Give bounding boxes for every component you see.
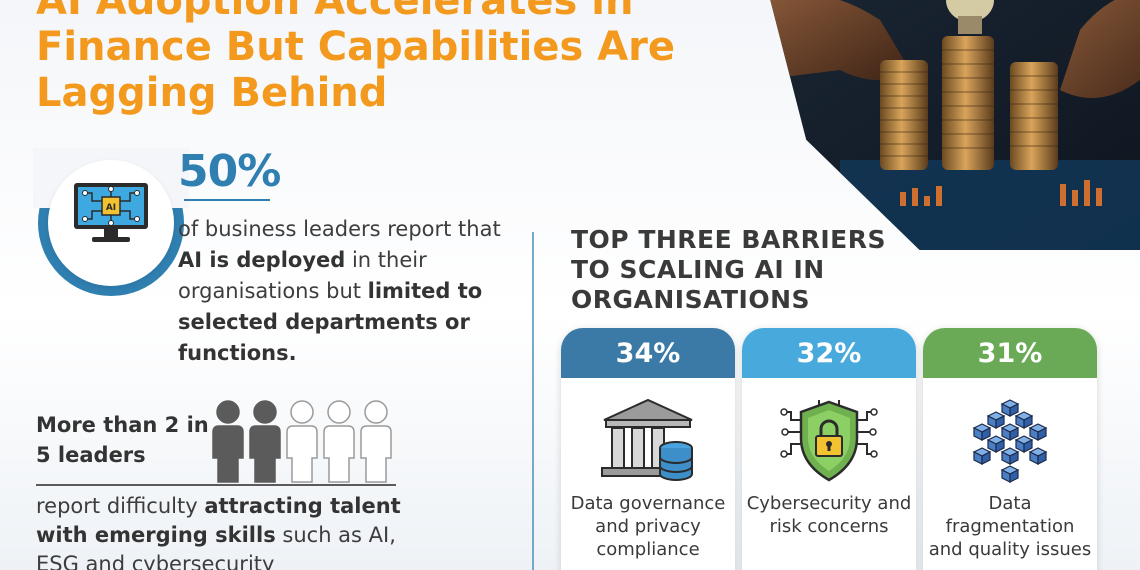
talent-headline: More than 2 in 5 leaders <box>36 413 209 467</box>
cube-icon <box>1000 465 1020 483</box>
stat-text-bold-2: limited to selected departments or funct… <box>178 279 483 365</box>
shield-lock-icon <box>780 400 878 482</box>
cubes-icon <box>972 399 1048 483</box>
cube-icon <box>1000 423 1020 441</box>
barrier-label: Data fragmentation and quality issues <box>928 493 1092 560</box>
talent-text-part-2: such as AI, ESG and cybersecurity <box>36 523 396 570</box>
ai-monitor-icon: AI <box>74 183 148 242</box>
talent-text-part-1: report difficulty <box>36 494 205 518</box>
barrier-percent: 34% <box>561 328 735 378</box>
barrier-percent: 31% <box>923 328 1097 378</box>
cube-icon <box>986 411 1006 429</box>
bank-database-icon <box>601 398 693 481</box>
cube-icon <box>1000 447 1020 465</box>
person-outline-icon <box>323 400 355 483</box>
svg-text:AI: AI <box>106 203 116 213</box>
person-filled-icon <box>249 400 281 483</box>
talent-description: report difficulty attracting talent with… <box>36 492 416 570</box>
barrier-card-data-governance: 34% Data governance and privacy complian… <box>561 328 735 570</box>
barrier-card-data-fragmentation: 31% Data fragmentation and quality issue… <box>923 328 1097 570</box>
barrier-label: Cybersecurity and risk concerns <box>746 493 912 537</box>
stat-underline <box>184 199 270 201</box>
headline: AI Adoption Accelerates in Finance But C… <box>36 0 756 116</box>
stat-description: of business leaders report that AI is de… <box>178 214 518 369</box>
stat-text-part-1: of business leaders report that <box>178 217 501 241</box>
stat-percent: 50% <box>178 146 281 197</box>
person-outline-icon <box>360 400 392 483</box>
cube-icon <box>1028 447 1048 465</box>
barriers-title-line-2: TO SCALING AI IN <box>571 255 825 284</box>
headline-line-1: AI Adoption Accelerates in <box>36 0 634 24</box>
headline-line-3: Lagging Behind <box>36 70 388 116</box>
cube-icon <box>972 447 992 465</box>
person-filled-icon <box>212 400 244 483</box>
talent-divider <box>36 484 396 486</box>
person-outline-icon <box>286 400 318 483</box>
barriers-title-line-3: ORGANISATIONS <box>571 285 811 314</box>
headline-line-2: Finance But Capabilities Are <box>36 24 676 70</box>
section-divider <box>532 232 534 570</box>
cube-icon <box>1014 435 1034 453</box>
cube-icon <box>1014 411 1034 429</box>
stat-text-part-2: in their organisations but <box>178 248 427 303</box>
barrier-card-cybersecurity: 32% Cybersecurity and risk concerns <box>742 328 916 570</box>
coins-illustration <box>760 0 1140 250</box>
cube-icon <box>986 435 1006 453</box>
barrier-percent: 32% <box>742 328 916 378</box>
barriers-title: TOP THREE BARRIERS TO SCALING AI IN ORGA… <box>571 225 951 315</box>
cube-icon <box>972 423 992 441</box>
people-icons <box>212 400 392 483</box>
talent-text-bold: attracting talent with emerging skills <box>36 494 401 547</box>
barrier-label: Data governance and privacy compliance <box>570 493 726 560</box>
coins-photo <box>760 0 1140 250</box>
cube-icon <box>1028 423 1048 441</box>
cube-icon <box>1000 399 1020 417</box>
barriers-title-line-1: TOP THREE BARRIERS <box>571 225 886 254</box>
stat-text-bold-1: AI is deployed <box>178 248 346 272</box>
